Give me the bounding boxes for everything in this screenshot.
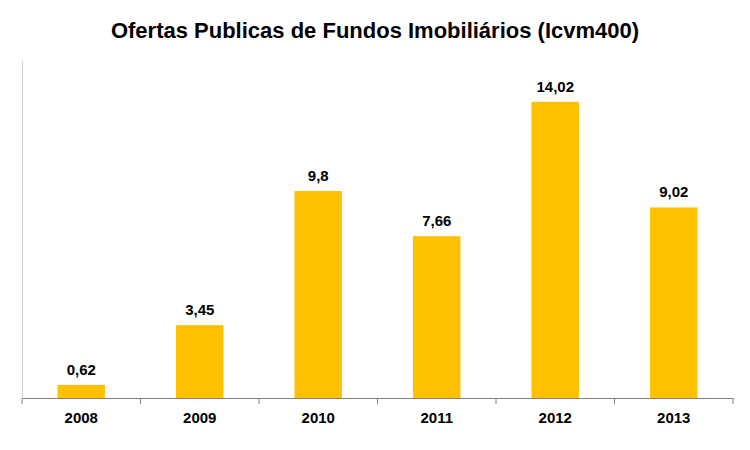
x-tick-label: 2013	[657, 409, 690, 426]
x-tick: 2009	[183, 398, 216, 426]
category-separator	[377, 398, 378, 404]
x-tick-label: 2011	[420, 409, 453, 426]
bar	[58, 385, 105, 398]
bar	[532, 102, 579, 398]
plot: 2008 2009 2010 2011 2012 2013 0,62 3,45 9,8 7,66 1…	[22, 61, 734, 426]
data-label: 9,8	[308, 167, 329, 184]
data-label: 7,66	[422, 212, 451, 229]
x-tick: 2011	[420, 398, 453, 426]
title: Ofertas Publicas de Fundos Imobiliários …	[111, 18, 639, 43]
x-tick-label: 2008	[65, 409, 98, 426]
bar	[295, 191, 342, 398]
data-labels: 0,62 3,45 9,8 7,66 14,02 9,02	[67, 78, 689, 378]
chart: Ofertas Publicas de Fundos Imobiliários …	[0, 0, 750, 450]
category-separators	[22, 398, 733, 404]
category-separator	[259, 398, 260, 404]
bar	[650, 207, 697, 398]
y-axis	[22, 61, 23, 399]
data-label: 9,02	[659, 183, 688, 200]
bar	[176, 325, 223, 398]
x-tick: 2010	[302, 398, 335, 426]
data-label: 3,45	[185, 301, 214, 318]
x-tick: 2012	[539, 398, 572, 426]
x-axis: 2008 2009 2010 2011 2012 2013	[22, 398, 734, 426]
x-tick-label: 2010	[302, 409, 335, 426]
x-tick: 2008	[65, 398, 98, 426]
category-separator	[496, 398, 497, 404]
category-separator	[22, 398, 23, 404]
x-tick-label: 2009	[183, 409, 216, 426]
x-tick: 2013	[657, 398, 690, 426]
bar	[413, 236, 460, 398]
category-separator	[733, 398, 734, 404]
bars	[58, 102, 698, 398]
data-label: 0,62	[67, 361, 96, 378]
data-label: 14,02	[536, 78, 574, 95]
category-separator	[614, 398, 615, 404]
y-axis-line	[22, 61, 23, 399]
category-separator	[140, 398, 141, 404]
x-tick-label: 2012	[539, 409, 572, 426]
